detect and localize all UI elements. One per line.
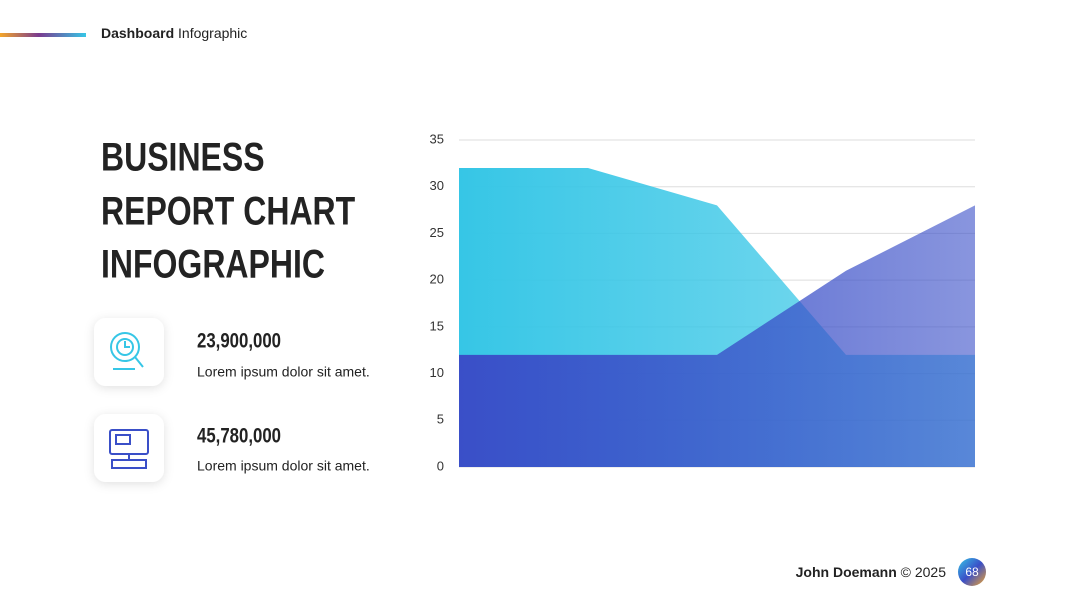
title: BUSINESS REPORT CHART INFOGRAPHIC bbox=[101, 134, 355, 286]
y-tick-label: 10 bbox=[430, 365, 444, 380]
area bbox=[459, 205, 975, 467]
y-tick-label: 20 bbox=[430, 272, 444, 287]
title-line: INFOGRAPHIC bbox=[101, 241, 325, 286]
page-badge bbox=[958, 558, 986, 586]
y-tick-label: 0 bbox=[437, 458, 444, 473]
page-number: 68 bbox=[965, 565, 979, 579]
title-line: REPORT CHART bbox=[101, 188, 355, 233]
header-bold: Dashboard bbox=[101, 25, 174, 41]
title-line: BUSINESS bbox=[101, 134, 265, 179]
footer: John Doemann © 2025 bbox=[796, 564, 947, 580]
icon bbox=[109, 429, 149, 469]
header-line bbox=[0, 33, 86, 37]
y-tick-label: 30 bbox=[430, 178, 444, 193]
stat-value: 23,900,000 bbox=[197, 330, 281, 353]
y-tick-label: 5 bbox=[437, 412, 444, 427]
icon-card bbox=[94, 414, 164, 482]
stat-text: Lorem ipsum dolor sit amet. bbox=[197, 364, 370, 380]
y-tick-label: 25 bbox=[430, 225, 444, 240]
icon bbox=[110, 332, 144, 370]
y-tick-label: 15 bbox=[430, 318, 444, 333]
stat-value: 45,780,000 bbox=[197, 425, 281, 448]
author: John Doemann bbox=[796, 564, 897, 580]
stat-text: Lorem ipsum dolor sit amet. bbox=[197, 458, 370, 474]
copyright: © 2025 bbox=[901, 564, 947, 580]
header: Dashboard Infographic bbox=[101, 25, 247, 41]
header-rest: Infographic bbox=[178, 25, 247, 41]
chart: 0 5 10 15 20 25 30 35 bbox=[430, 131, 975, 473]
icon-card bbox=[94, 318, 164, 386]
y-tick-label: 35 bbox=[430, 131, 444, 146]
